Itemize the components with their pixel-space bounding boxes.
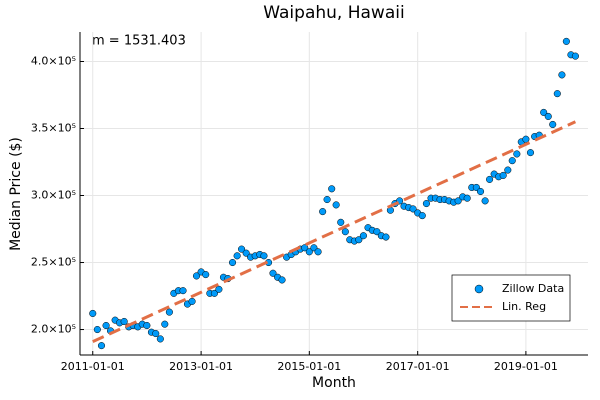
data-point [486,175,494,183]
data-point [188,297,196,305]
data-point [89,309,97,318]
data-point [93,325,101,334]
legend-label: Zillow Data [502,282,564,295]
data-point [228,258,237,267]
data-point [409,205,417,213]
data-point [120,317,128,326]
data-point [508,157,516,165]
data-point [476,187,485,196]
data-point [571,52,579,60]
legend-label: Lin. Reg [502,300,546,313]
data-point [179,287,187,295]
chart-title: Waipahu, Hawaii [263,3,404,23]
y-tick-label: 3.5×10⁵ [31,121,76,134]
data-point [215,285,223,293]
data-point [210,289,218,297]
y-tick-label: 4.0×10⁵ [31,54,76,67]
data-point [373,228,381,236]
data-point [504,166,512,174]
data-point [97,342,106,350]
data-point [161,320,169,328]
data-point [382,233,390,241]
data-point [238,245,246,253]
data-point [152,330,160,338]
data-point [323,195,331,204]
data-point [463,194,471,202]
data-point [558,71,566,79]
data-point [328,185,336,193]
data-point [269,269,277,277]
data-point [513,150,521,158]
data-point [233,252,241,260]
data-point [260,252,268,260]
annotation: m = 1531.403 [92,34,186,49]
data-point [418,212,426,220]
data-point [481,197,489,205]
data-point [544,112,552,120]
data-point [553,90,561,98]
regression-line [92,120,577,343]
y-tick-label: 2.0×10⁵ [31,323,76,336]
data-point [341,228,349,236]
y-tick-label: 2.5×10⁵ [31,256,76,269]
data-point [355,236,363,244]
data-point [102,321,110,330]
data-point [278,276,286,284]
x-tick-label: 2013-01-01 [169,360,233,373]
data-point [549,120,557,129]
data-point [499,171,507,179]
data-point [192,272,201,280]
data-point [143,321,151,330]
data-point [454,197,462,205]
data-point [314,248,322,256]
data-point [301,244,309,252]
data-point [540,108,548,116]
x-axis-label: Month [312,375,356,391]
data-point [526,149,535,157]
data-point [359,232,367,240]
legend-marker [474,284,484,294]
data-point [337,218,345,226]
y-tick-label: 3.0×10⁵ [31,189,76,202]
data-point [422,200,430,208]
x-tick-label: 2017-01-01 [386,360,450,373]
data-point [562,37,570,45]
x-tick-label: 2019-01-01 [494,360,558,373]
data-point [305,248,313,256]
data-point [522,135,530,143]
data-point [165,308,173,316]
data-point [242,249,250,257]
y-axis-label: Median Price ($) [8,137,24,251]
x-tick-label: 2011-01-01 [61,360,125,373]
legend-box [451,274,571,322]
x-tick-label: 2015-01-01 [277,360,341,373]
data-point [156,335,164,343]
data-point [332,201,340,209]
data-point [319,208,327,216]
data-point [202,271,210,279]
